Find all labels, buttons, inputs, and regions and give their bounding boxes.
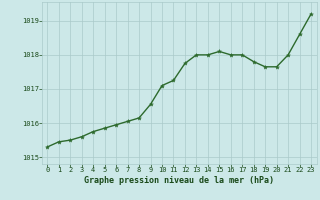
X-axis label: Graphe pression niveau de la mer (hPa): Graphe pression niveau de la mer (hPa)	[84, 176, 274, 185]
